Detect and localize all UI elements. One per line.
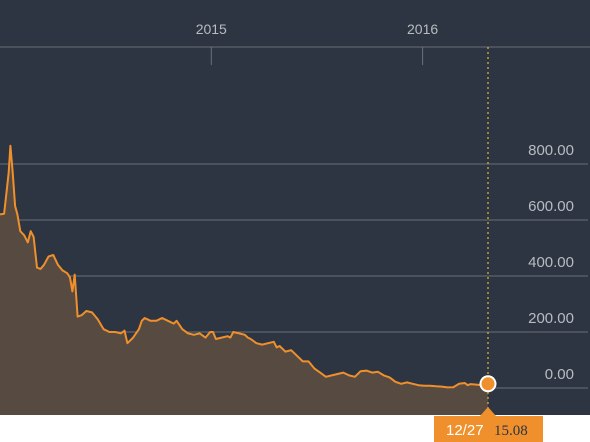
- y-tick-label: 400.00: [528, 254, 574, 271]
- callout-value-box: [490, 419, 540, 439]
- price-line: [0, 144, 489, 389]
- callout-date: 12/27: [446, 422, 484, 439]
- x-tick-label: 2015: [196, 21, 227, 37]
- value-axis: 800.00 600.00 400.00 200.00 0.00: [528, 142, 574, 383]
- x-tick-label: 2016: [407, 21, 438, 37]
- y-tick-label: 800.00: [528, 142, 574, 159]
- crosshair-callout: 12/27 15.08: [434, 407, 543, 442]
- callout-value: 15.08: [494, 423, 528, 439]
- time-axis-band: [0, 0, 590, 47]
- time-axis: 2015 2016: [196, 21, 438, 65]
- price-area-fill: [0, 145, 488, 416]
- crosshair-marker[interactable]: [479, 375, 497, 393]
- callout-pointer: [480, 407, 496, 416]
- y-tick-label: 600.00: [528, 198, 574, 215]
- y-tick-label: 200.00: [528, 310, 574, 327]
- y-tick-label: 0.00: [545, 366, 574, 383]
